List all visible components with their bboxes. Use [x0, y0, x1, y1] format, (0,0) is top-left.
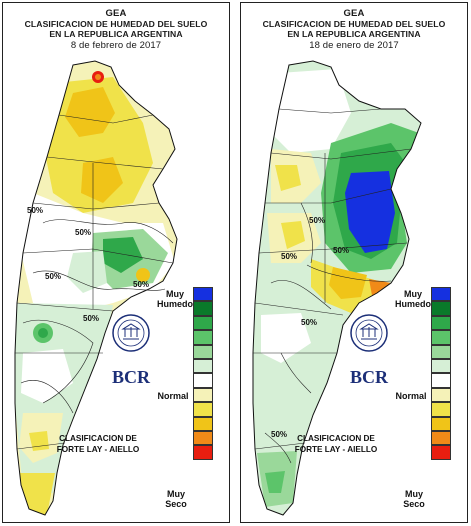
soil-moisture-map: 50% 50% 50% 50% 50% — [252, 60, 422, 516]
contour-label: 50% — [83, 314, 99, 323]
contour-label: 50% — [333, 246, 349, 255]
legend-swatch — [431, 315, 451, 331]
legend-swatch — [193, 330, 213, 345]
legend-swatch — [193, 402, 213, 417]
legend-swatch — [431, 430, 451, 446]
legend-swatch — [193, 358, 213, 374]
legend-label-dry: Muy Seco — [403, 489, 425, 509]
bcr-seal-logo — [112, 314, 150, 352]
method-label-2: FORTE LAY - AIELLO — [294, 445, 378, 454]
legend-swatch — [431, 387, 451, 403]
legend-swatch — [431, 358, 451, 374]
legend-label-normal: Normal — [395, 391, 427, 401]
legend-label-dry: Muy Seco — [165, 489, 187, 509]
legend-scale — [193, 287, 213, 460]
legend-label-wet: Muy Humedo — [157, 289, 193, 309]
method-label-2: FORTE LAY - AIELLO — [56, 445, 140, 454]
legend-swatch — [431, 402, 451, 417]
panel-date: 8 de febrero de 2017 — [70, 40, 162, 51]
contour-label: 50% — [45, 272, 61, 281]
contour-label: 50% — [271, 430, 287, 439]
contour-label: 50% — [133, 280, 149, 289]
bcr-brand-text: BCR — [349, 367, 388, 387]
panel-subtitle: CLASIFICACION DE HUMEDAD DEL SUELO — [24, 19, 208, 29]
panel-title: GEA — [343, 8, 365, 19]
legend-swatch — [193, 416, 213, 431]
bcr-seal-logo — [350, 314, 388, 352]
legend-swatch — [193, 344, 213, 359]
legend-swatch — [431, 344, 451, 359]
panel-subtitle-2: EN LA REPUBLICA ARGENTINA — [287, 29, 421, 39]
legend-scale — [431, 287, 451, 460]
panel-title: GEA — [105, 8, 127, 19]
legend-swatch — [431, 373, 451, 388]
legend-swatch — [193, 373, 213, 388]
contour-label: 50% — [301, 318, 317, 327]
panel-subtitle-2: EN LA REPUBLICA ARGENTINA — [49, 29, 183, 39]
contour-label: 50% — [75, 228, 91, 237]
panel-date: 18 de enero de 2017 — [309, 40, 399, 51]
soil-moisture-map: 50% 50% 50% 50% 50% — [14, 60, 178, 516]
legend-swatch — [193, 301, 213, 316]
legend-label-wet: Muy Humedo — [395, 289, 431, 309]
map-panel-jan: GEA CLASIFICACION DE HUMEDAD DEL SUELO E… — [240, 2, 468, 523]
legend-swatch — [193, 430, 213, 446]
legend-swatch — [431, 287, 451, 302]
panel-subtitle: CLASIFICACION DE HUMEDAD DEL SUELO — [262, 19, 446, 29]
legend-swatch — [431, 301, 451, 316]
legend-swatch — [193, 445, 213, 460]
contour-label: 50% — [309, 216, 325, 225]
contour-label: 50% — [27, 206, 43, 215]
method-label-1: CLASIFICACION DE — [297, 434, 375, 443]
legend-swatch — [431, 330, 451, 345]
legend-swatch — [193, 287, 213, 302]
legend-swatch — [193, 387, 213, 403]
legend-label-normal: Normal — [157, 391, 189, 401]
legend-swatch — [193, 315, 213, 331]
legend-swatch — [431, 416, 451, 431]
method-label-1: CLASIFICACION DE — [59, 434, 137, 443]
map-panel-feb: GEA CLASIFICACION DE HUMEDAD DEL SUELO E… — [2, 2, 230, 523]
legend-swatch — [431, 445, 451, 460]
bcr-brand-text: BCR — [111, 367, 150, 387]
contour-label: 50% — [281, 252, 297, 261]
